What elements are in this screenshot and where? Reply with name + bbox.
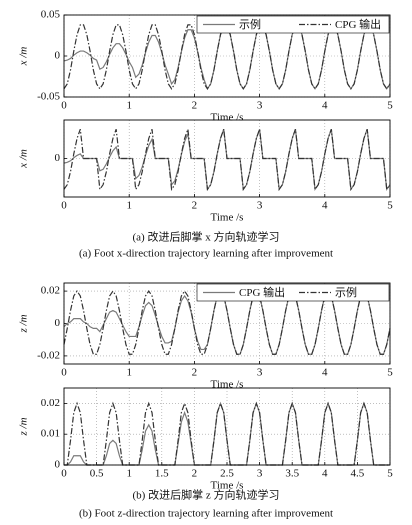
plot-frame: [63, 119, 391, 198]
legend-label: CPG 输出: [335, 17, 381, 31]
x-tick-label: 3.5: [285, 468, 299, 480]
data-line: [63, 290, 391, 355]
x-tick-label: 2: [192, 367, 198, 379]
plot-frame: [63, 14, 391, 98]
y-tick-label: 0: [55, 50, 61, 62]
y-tick-label: 0: [55, 459, 61, 471]
legend-label: 示例: [239, 17, 261, 31]
legend-box: [196, 15, 390, 34]
x-tick-label: 2: [192, 200, 198, 212]
x-axis-label: Time /s: [211, 379, 244, 391]
x-tick-label: 1: [126, 367, 132, 379]
x-tick-label: 4: [322, 100, 328, 112]
x-tick-label: 1: [126, 468, 132, 480]
x-tick-label: 0: [61, 367, 67, 379]
x-tick-label: 3: [257, 367, 263, 379]
data-line: [63, 129, 391, 191]
x-tick-label: 1: [126, 100, 132, 112]
y-tick-label: 0: [55, 317, 61, 329]
y-axis-label: x /m: [18, 47, 30, 67]
x-tick-label: 5: [387, 100, 393, 112]
y-tick-label: 0.01: [41, 428, 60, 440]
caption: (b) 改进后脚掌 z 方向轨迹学习: [133, 488, 280, 502]
x-tick-label: 5: [387, 367, 393, 379]
x-tick-label: 3: [257, 100, 263, 112]
x-tick-label: 0: [61, 200, 67, 212]
caption: (b) Foot z-direction trajectory learning…: [79, 508, 333, 520]
plot-frame: [63, 282, 391, 365]
y-tick-label: -0.05: [37, 91, 60, 103]
y-tick-label: 0.02: [41, 285, 60, 297]
x-tick-label: 1: [126, 200, 132, 212]
legend-label: CPG 输出: [239, 285, 285, 299]
x-tick-label: 5: [387, 468, 393, 480]
x-tick-label: 4.5: [351, 468, 365, 480]
x-tick-label: 0.5: [90, 468, 104, 480]
legend-label: 示例: [335, 285, 357, 299]
x-tick-label: 2.5: [220, 468, 234, 480]
x-axis-label: Time /s: [211, 480, 244, 492]
y-tick-label: -0.02: [37, 349, 60, 361]
y-axis-label: z /m: [18, 314, 30, 333]
data-line: [64, 401, 390, 466]
y-axis-label: x /m: [18, 149, 30, 169]
x-tick-label: 3: [257, 468, 263, 480]
x-tick-label: 4: [322, 468, 328, 480]
x-tick-label: 2: [192, 468, 198, 480]
x-tick-label: 1.5: [155, 468, 169, 480]
caption: (a) Foot x-direction trajectory learning…: [79, 248, 333, 260]
x-tick-label: 3: [257, 200, 263, 212]
plot-frame: [63, 387, 391, 466]
data-line: [63, 24, 391, 90]
y-tick-label: 0.05: [41, 9, 61, 21]
x-tick-label: 4: [322, 200, 328, 212]
x-tick-label: 2: [192, 100, 198, 112]
caption: (a) 改进后脚掌 x 方向轨迹学习: [133, 230, 280, 244]
x-tick-label: 4: [322, 367, 328, 379]
x-tick-label: 0: [61, 100, 67, 112]
y-tick-label: 0: [55, 152, 61, 164]
x-axis-label: Time /s: [211, 112, 244, 124]
y-tick-label: 0.02: [41, 397, 60, 409]
x-axis-label: Time /s: [211, 212, 244, 224]
x-tick-label: 0: [61, 468, 67, 480]
x-tick-label: 5: [387, 200, 393, 212]
legend-box: [196, 283, 390, 302]
y-axis-label: z /m: [18, 417, 30, 436]
